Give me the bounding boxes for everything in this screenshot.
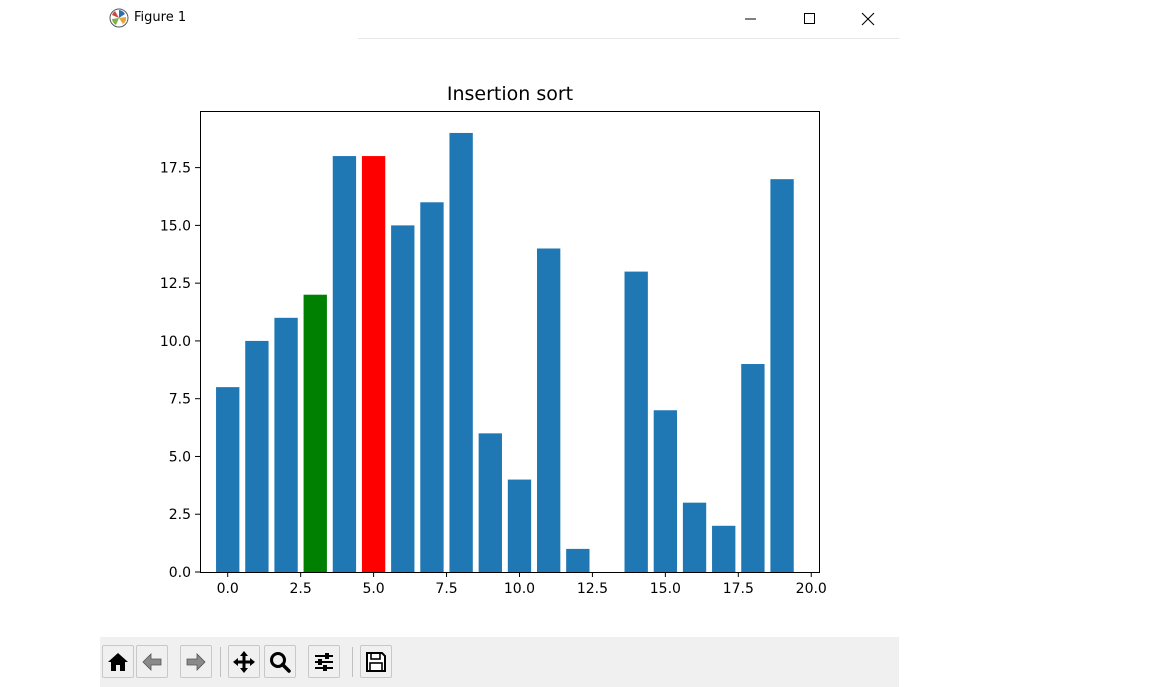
figure-canvas[interactable]: 0.0 2.5 5.0 7.5 10.0 12.5 15.0 17.5 20.0 0.0 2.5 5… <box>100 39 899 637</box>
maximize-button[interactable] <box>787 0 833 38</box>
bar-2 <box>274 317 298 572</box>
maximize-icon <box>804 13 815 24</box>
sliders-icon <box>315 653 333 671</box>
bar-5 <box>361 156 386 572</box>
bar-6 <box>391 225 415 572</box>
y-tick-label: 10.0 <box>160 334 191 350</box>
bar-11 <box>536 248 561 573</box>
pan-button[interactable] <box>228 645 260 678</box>
close-icon <box>861 12 875 26</box>
home-button[interactable] <box>102 645 134 678</box>
arrow-right-icon <box>186 653 206 671</box>
y-tick-label: 0.0 <box>169 565 191 581</box>
minimize-button[interactable] <box>728 0 774 38</box>
x-tick-label: 17.5 <box>723 581 754 597</box>
matplotlib-logo-icon <box>109 8 129 28</box>
bar-4 <box>332 156 357 572</box>
x-tick-label: 20.0 <box>796 581 827 597</box>
y-tick-label: 2.5 <box>169 507 191 523</box>
move-icon <box>233 651 255 673</box>
x-tick-label: 7.5 <box>435 581 457 597</box>
x-tick-label: 2.5 <box>290 581 312 597</box>
title-bar[interactable]: Figure 1 <box>100 0 899 38</box>
close-button[interactable] <box>845 0 891 38</box>
bar-17 <box>712 525 736 572</box>
y-tick-label: 15.0 <box>160 218 191 234</box>
figure-window: Figure 1 0.0 2.5 5.0 7.5 10.0 12.5 15.0 17.5 20.… <box>100 0 899 687</box>
y-tick-label: 17.5 <box>160 161 191 177</box>
configure-subplots-button[interactable] <box>308 645 340 678</box>
bar-chart: 0.0 2.5 5.0 7.5 10.0 12.5 15.0 17.5 20.0 0.0 2.5 5… <box>160 83 827 597</box>
x-tick-label: 5.0 <box>362 581 384 597</box>
bar-7 <box>420 202 444 572</box>
bar-9 <box>478 433 502 572</box>
window-title: Figure 1 <box>134 10 187 25</box>
bar-1 <box>245 340 269 572</box>
toolbar-separator <box>220 647 221 677</box>
bar-12 <box>566 548 590 572</box>
zoom-button[interactable] <box>264 645 296 678</box>
navigation-toolbar <box>100 637 899 687</box>
home-icon <box>108 653 128 671</box>
y-tick-label: 5.0 <box>169 449 191 465</box>
bar-16 <box>682 502 707 572</box>
minimize-icon <box>745 18 756 20</box>
bar-10 <box>507 479 532 572</box>
bar-8 <box>449 132 473 572</box>
x-tick-label: 15.0 <box>650 581 681 597</box>
chart-title: Insertion sort <box>447 83 573 105</box>
forward-button[interactable] <box>180 645 212 678</box>
bar-0 <box>216 387 240 572</box>
x-tick-label: 12.5 <box>577 581 608 597</box>
bar-3 <box>303 294 327 572</box>
save-button[interactable] <box>360 645 392 678</box>
axes-frame <box>200 111 820 573</box>
magnifier-icon <box>270 652 291 673</box>
bar-19 <box>770 179 794 573</box>
x-tick-label: 10.0 <box>504 581 535 597</box>
bar-18 <box>741 364 765 572</box>
floppy-disk-icon <box>366 652 386 672</box>
bar-15 <box>653 410 678 572</box>
back-button[interactable] <box>136 645 168 678</box>
y-tick-label: 12.5 <box>160 276 191 292</box>
arrow-left-icon <box>142 653 162 671</box>
toolbar-separator <box>352 647 353 677</box>
title-separator <box>358 38 899 39</box>
bar-14 <box>624 271 648 572</box>
x-tick-label: 0.0 <box>217 581 239 597</box>
y-tick-label: 7.5 <box>169 392 191 408</box>
